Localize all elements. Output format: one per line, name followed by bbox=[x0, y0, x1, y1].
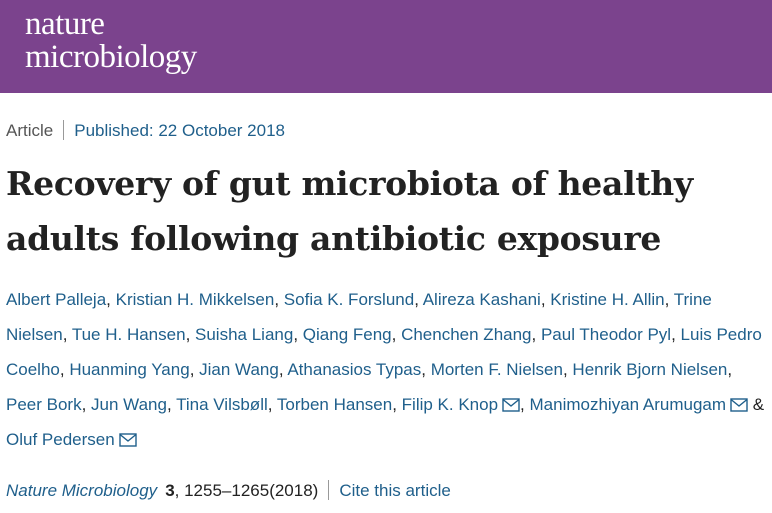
author-separator: , bbox=[531, 325, 541, 344]
author-separator: , bbox=[106, 290, 116, 309]
envelope-icon[interactable] bbox=[502, 398, 520, 412]
author-link[interactable]: Albert Palleja bbox=[6, 290, 107, 309]
author-link[interactable]: Kristine H. Allin bbox=[550, 290, 665, 309]
author-separator: , bbox=[414, 290, 423, 309]
author-link[interactable]: Trine Nielsen bbox=[6, 290, 712, 344]
author-separator: , bbox=[293, 325, 303, 344]
volume-number: 3 bbox=[165, 481, 175, 500]
author-link[interactable]: Alireza Kashani bbox=[422, 290, 541, 309]
author-separator: & bbox=[748, 395, 765, 414]
author-link[interactable]: Oluf Pedersen bbox=[6, 430, 115, 449]
author-link[interactable]: Morten F. Nielsen bbox=[430, 360, 563, 379]
author-separator: , bbox=[274, 290, 284, 309]
author-separator: , bbox=[520, 395, 530, 414]
author-separator: , bbox=[59, 360, 70, 379]
author-separator: , bbox=[267, 395, 277, 414]
author-link[interactable]: Suisha Liang bbox=[195, 325, 294, 344]
author-separator: , bbox=[664, 290, 674, 309]
logo-line-microbiology: microbiology bbox=[25, 39, 197, 75]
author-link[interactable]: Huanming Yang bbox=[69, 360, 190, 379]
author-separator: , bbox=[166, 395, 177, 414]
author-link[interactable]: Manimozhiyan Arumugam bbox=[529, 395, 727, 414]
author-list: Albert Palleja, Kristian H. Mikkelsen, S… bbox=[6, 282, 766, 457]
logo-line-nature: nature bbox=[25, 6, 105, 42]
author-link[interactable]: Paul Theodor Pyl bbox=[540, 325, 672, 344]
published-date: Published: 22 October 2018 bbox=[74, 121, 285, 140]
journal-banner: nature microbiology bbox=[0, 0, 772, 93]
author-separator: , bbox=[391, 325, 402, 344]
article-title: Recovery of gut microbiota of healthy ad… bbox=[6, 164, 693, 258]
author-link[interactable]: Henrik Bjorn Nielsen bbox=[572, 360, 728, 379]
author-separator: , bbox=[189, 360, 200, 379]
author-link[interactable]: Peer Bork bbox=[6, 395, 82, 414]
author-separator: , bbox=[62, 325, 72, 344]
author-separator: , bbox=[421, 360, 431, 379]
author-link[interactable]: Chenchen Zhang bbox=[401, 325, 532, 344]
author-link[interactable]: Filip K. Knop bbox=[401, 395, 499, 414]
article-type: Article bbox=[6, 121, 54, 140]
author-link[interactable]: Jun Wang bbox=[91, 395, 167, 414]
author-link[interactable]: Kristian H. Mikkelsen bbox=[115, 290, 275, 309]
journal-logo[interactable]: nature microbiology bbox=[25, 8, 197, 74]
author-link[interactable]: Jian Wang bbox=[199, 360, 279, 379]
author-separator: , bbox=[392, 395, 402, 414]
envelope-icon[interactable] bbox=[730, 398, 748, 412]
author-link[interactable]: Tue H. Hansen bbox=[71, 325, 186, 344]
author-link[interactable]: Tina Vilsbøll bbox=[176, 395, 268, 414]
author-separator: , bbox=[562, 360, 573, 379]
cite-this-article-link[interactable]: Cite this article bbox=[339, 481, 451, 500]
author-separator: , bbox=[540, 290, 551, 309]
author-separator: , bbox=[727, 360, 733, 379]
author-link[interactable]: Qiang Feng bbox=[302, 325, 392, 344]
author-link[interactable]: Sofia K. Forslund bbox=[283, 290, 415, 309]
page-range: , 1255–1265(2018) bbox=[174, 481, 319, 500]
author-link[interactable]: Torben Hansen bbox=[276, 395, 393, 414]
citation-divider bbox=[328, 480, 330, 500]
citation-line: Nature Microbiology 3, 1255–1265(2018) Cit… bbox=[6, 480, 451, 502]
author-separator: , bbox=[671, 325, 681, 344]
author-link[interactable]: Athanasios Typas bbox=[287, 360, 422, 379]
author-separator: , bbox=[185, 325, 196, 344]
author-separator: , bbox=[81, 395, 92, 414]
meta-divider bbox=[63, 120, 65, 140]
envelope-icon[interactable] bbox=[118, 433, 137, 447]
author-link[interactable]: Luis Pedro Coelho bbox=[6, 325, 762, 379]
article-meta: Article Published: 22 October 2018 bbox=[6, 120, 285, 142]
journal-link[interactable]: Nature Microbiology bbox=[6, 481, 158, 500]
author-separator: , bbox=[278, 360, 288, 379]
